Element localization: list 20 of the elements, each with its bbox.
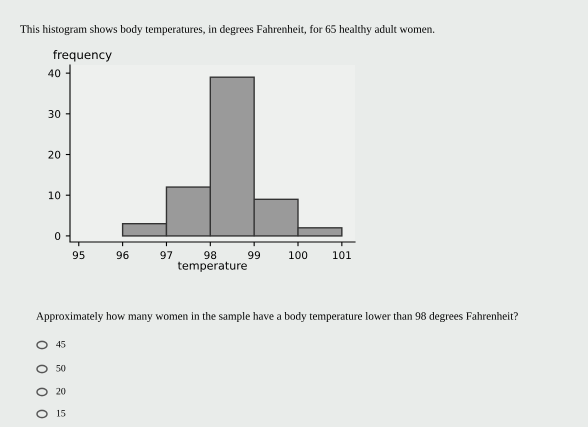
y-tick-label: 0	[55, 232, 60, 240]
text: 50	[56, 364, 66, 372]
chart-title: This histogram shows body temperatures, in degrees Fahrenheit, for 65 healthy adult women.	[20, 24, 434, 36]
text: 20	[56, 388, 66, 394]
x-tick-label: 96	[116, 251, 129, 260]
text: 45	[56, 340, 66, 348]
x-tick-label: 95	[72, 251, 84, 260]
x-tick-label: 101	[333, 251, 351, 260]
y-axis-title: frequency	[53, 50, 112, 62]
text: Approximately how many women in the sample have a body temperature lower than 98 degrees Fahrenheit?	[36, 312, 518, 322]
y-tick-label: 10	[48, 191, 60, 200]
y-tick-label: 40	[48, 69, 60, 78]
x-tick-label: 97	[160, 251, 172, 260]
y-tick-label: 20	[48, 150, 60, 159]
x-axis-title: temperature	[178, 262, 247, 272]
x-tick-label: 100	[289, 251, 308, 260]
text: 15	[56, 410, 66, 416]
x-tick-label: 99	[248, 251, 260, 260]
x-tick-label: 98	[204, 251, 216, 260]
y-tick-label: 30	[48, 110, 60, 118]
